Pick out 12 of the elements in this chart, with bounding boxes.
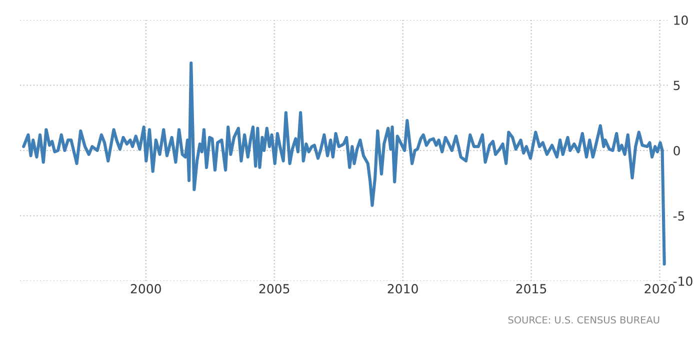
x-tick-label: 2020	[644, 284, 675, 294]
y-tick-label: 10	[674, 15, 688, 25]
y-tick-label: -5	[673, 211, 684, 221]
y-tick-label: -10	[673, 276, 692, 286]
x-tick-label: 2010	[388, 284, 418, 294]
source-note: SOURCE: U.S. CENSUS BUREAU	[508, 316, 660, 324]
y-tick-label: 0	[674, 146, 680, 156]
x-tick-label: 2005	[259, 284, 290, 294]
x-tick-label: 2015	[516, 284, 546, 294]
x-tick-label: 2000	[130, 284, 161, 294]
line-series	[22, 62, 666, 266]
y-tick-label: 5	[674, 80, 680, 90]
